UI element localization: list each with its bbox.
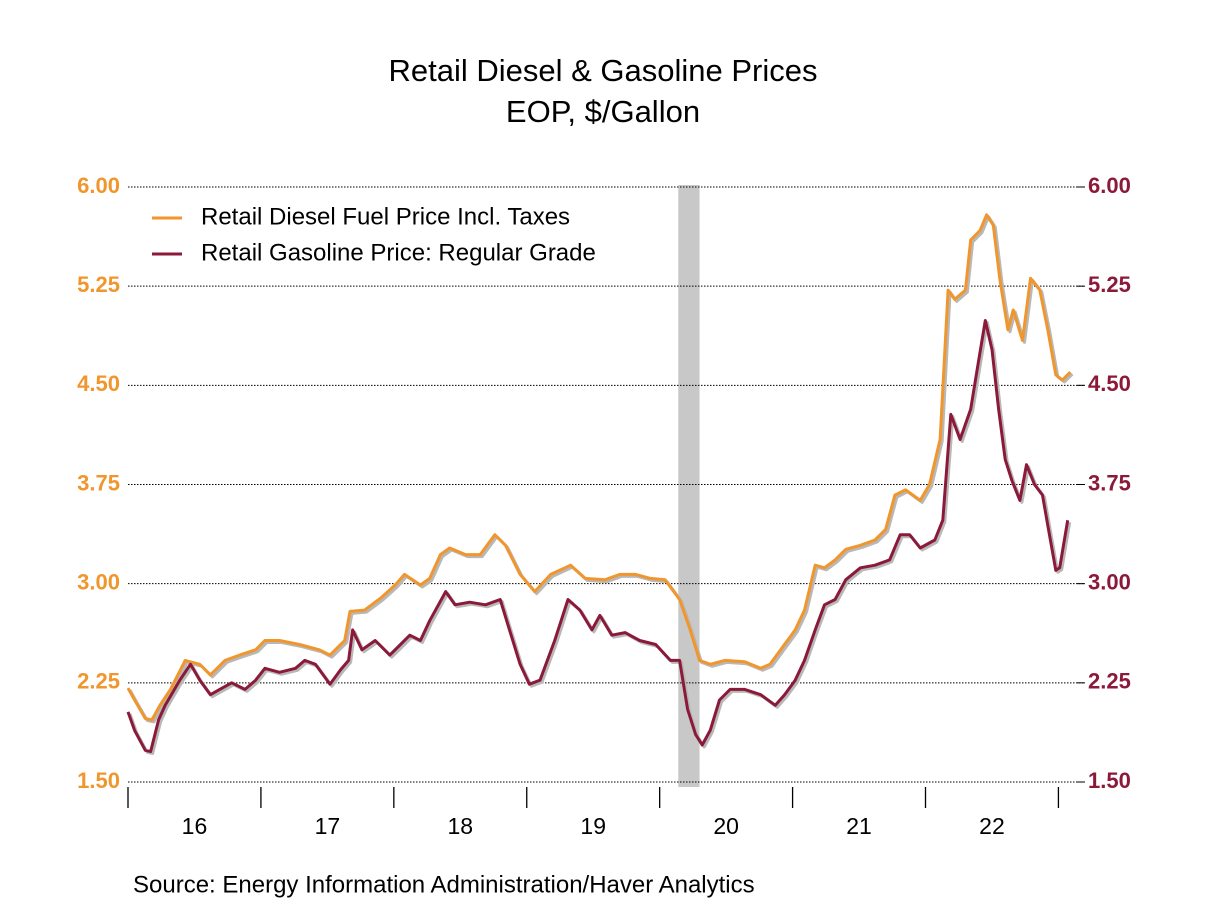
y2-tick-label: 4.50 [1088,371,1131,396]
series-shadow [128,215,1074,724]
y-tick-label: 1.50 [77,768,120,793]
series-line [126,213,1072,722]
x-tick-label: 17 [315,813,341,839]
y-tick-label: 3.00 [77,569,120,594]
y2-tick-label: 6.00 [1088,173,1131,198]
y-tick-label: 6.00 [77,173,120,198]
y-tick-label: 4.50 [77,371,120,396]
x-tick-label: 21 [846,813,872,839]
legend-label: Retail Diesel Fuel Price Incl. Taxes [201,203,570,230]
y2-tick-label: 3.75 [1088,470,1131,495]
y-tick-label: 2.25 [77,669,120,694]
x-tick-label: 18 [447,813,473,839]
chart-title: Retail Diesel & Gasoline Prices [388,53,817,88]
x-tick-label: 16 [182,813,208,839]
y2-tick-label: 5.25 [1088,272,1131,297]
y2-tick-label: 3.00 [1088,569,1131,594]
recession-band [678,185,700,787]
source-note: Source: Energy Information Administratio… [133,871,755,898]
y2-tick-label: 2.25 [1088,669,1131,694]
y2-tick-label: 1.50 [1088,768,1131,793]
chart-subtitle: EOP, $/Gallon [506,94,700,129]
x-tick-label: 22 [979,813,1005,839]
series-shadow [128,321,1072,756]
y-tick-label: 3.75 [77,470,120,495]
x-tick-label: 19 [580,813,606,839]
y-tick-label: 5.25 [77,272,120,297]
x-tick-label: 20 [713,813,739,839]
series-line [126,319,1070,754]
legend-label: Retail Gasoline Price: Regular Grade [201,239,596,266]
